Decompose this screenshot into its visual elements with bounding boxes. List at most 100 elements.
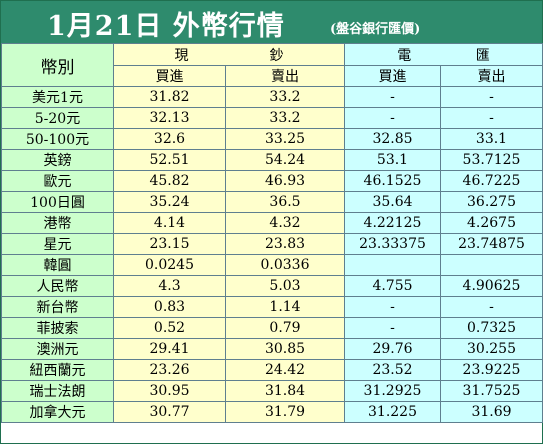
cash-buy-cell: 23.26	[113, 359, 226, 381]
table-row: 星元 23.15 23.83 23.33375 23.74875	[1, 233, 543, 255]
wire-sell-cell: 0.7325	[440, 317, 543, 339]
wire-buy-cell: 23.33375	[344, 233, 441, 255]
currency-name-cell: 加拿大元	[1, 401, 114, 423]
table-row: 100日圓 35.24 36.5 35.64 36.275	[1, 191, 543, 213]
currency-name-cell: 瑞士法朗	[1, 380, 114, 402]
table-row: 韓圓 0.0245 0.0336	[1, 254, 543, 276]
cash-group-char-1: 現	[174, 47, 189, 64]
table-row: 新台幣 0.83 1.14- -	[1, 296, 543, 318]
cash-sell-cell: 36.5	[225, 191, 345, 213]
wire-group-char-2: 匯	[475, 47, 490, 64]
cash-buy-cell: 30.95	[113, 380, 226, 402]
cash-buy-cell: 30.77	[113, 401, 226, 423]
table-row: 5-20元 32.13 33.2- -	[1, 107, 543, 129]
wire-sell-header: 賣出	[440, 65, 543, 87]
wire-buy-cell: 31.2925	[344, 380, 441, 402]
currency-name-cell: 港幣	[1, 212, 114, 234]
currency-name-cell: 5-20元	[1, 107, 114, 129]
wire-buy-cell: 53.1	[344, 149, 441, 171]
wire-buy-cell: 23.52	[344, 359, 441, 381]
wire-buy-cell: 4.22125	[344, 212, 441, 234]
table-row: 澳洲元 29.41 30.85 29.76 30.255	[1, 338, 543, 360]
wire-sell-cell: 23.9225	[440, 359, 543, 381]
cash-sell-cell: 0.79	[225, 317, 345, 339]
currency-name-cell: 英鎊	[1, 149, 114, 171]
wire-sell-cell: -	[440, 296, 543, 318]
cash-sell-cell: 5.03	[225, 275, 345, 297]
wire-buy-cell: 32.85	[344, 128, 441, 150]
cash-sell-cell: 23.83	[225, 233, 345, 255]
cash-buy-cell: 29.41	[113, 338, 226, 360]
wire-group-header: 電 匯	[344, 43, 543, 66]
currency-column-header: 幣別	[1, 43, 114, 87]
cash-sell-cell: 0.0336	[225, 254, 345, 276]
wire-buy-cell: 4.755	[344, 275, 441, 297]
page-title: 1月21日 外幣行情	[47, 11, 285, 42]
table-row: 美元1元 31.82 33.2- -	[1, 86, 543, 108]
wire-sell-cell: 31.69	[440, 401, 543, 423]
wire-sell-cell: 4.90625	[440, 275, 543, 297]
cash-buy-cell: 4.14	[113, 212, 226, 234]
cash-sell-cell: 4.32	[225, 212, 345, 234]
cash-sell-cell: 24.42	[225, 359, 345, 381]
cash-buy-cell: 35.24	[113, 191, 226, 213]
cash-buy-cell: 0.52	[113, 317, 226, 339]
wire-buy-cell: -	[344, 86, 441, 108]
cash-buy-cell: 31.82	[113, 86, 226, 108]
cash-buy-cell: 32.6	[113, 128, 226, 150]
currency-name-cell: 星元	[1, 233, 114, 255]
currency-name-cell: 澳洲元	[1, 338, 114, 360]
cash-sell-cell: 46.93	[225, 170, 345, 192]
table-row: 紐西蘭元 23.26 24.42 23.52 23.9225	[1, 359, 543, 381]
wire-sell-cell: 30.255	[440, 338, 543, 360]
table-row: 菲披索 0.52 0.79-0.7325	[1, 317, 543, 339]
wire-buy-cell: 31.225	[344, 401, 441, 423]
cash-group-char-2: 鈔	[269, 47, 284, 64]
table-row: 瑞士法朗 30.95 31.84 31.2925 31.7525	[1, 380, 543, 402]
wire-buy-cell: -	[344, 107, 441, 129]
title-bar: 1月21日 外幣行情 (盤谷銀行匯價)	[1, 1, 542, 43]
wire-buy-header: 買進	[344, 65, 441, 87]
wire-sell-cell: 4.2675	[440, 212, 543, 234]
currency-name-cell: 美元1元	[1, 86, 114, 108]
cash-sell-cell: 31.84	[225, 380, 345, 402]
wire-sell-cell: 23.74875	[440, 233, 543, 255]
wire-buy-cell: 46.1525	[344, 170, 441, 192]
wire-sell-cell: 31.7525	[440, 380, 543, 402]
bank-source-label: (盤谷銀行匯價)	[330, 22, 421, 37]
wire-buy-cell	[344, 254, 441, 276]
cash-sell-cell: 1.14	[225, 296, 345, 318]
table-row: 歐元 45.82 46.93 46.1525 46.7225	[1, 170, 543, 192]
currency-name-cell: 人民幣	[1, 275, 114, 297]
cash-buy-cell: 0.83	[113, 296, 226, 318]
cash-sell-header: 賣出	[225, 65, 345, 87]
cash-sell-cell: 33.2	[225, 86, 345, 108]
wire-buy-cell: -	[344, 317, 441, 339]
cash-buy-cell: 0.0245	[113, 254, 226, 276]
cash-group-header: 現 鈔	[113, 43, 345, 66]
wire-buy-cell: 29.76	[344, 338, 441, 360]
currency-name-cell: 紐西蘭元	[1, 359, 114, 381]
table-row: 加拿大元 30.77 31.79 31.225 31.69	[1, 401, 543, 423]
cash-sell-cell: 33.25	[225, 128, 345, 150]
wire-group-char-1: 電	[397, 47, 412, 64]
cash-buy-cell: 23.15	[113, 233, 226, 255]
rate-rows: 美元1元 31.82 33.2- -5-20元 32.13 33.2- -50-100元 32…	[1, 86, 543, 423]
wire-sell-cell: -	[440, 107, 543, 129]
cash-buy-cell: 52.51	[113, 149, 226, 171]
currency-name-cell: 菲披索	[1, 317, 114, 339]
wire-buy-cell: -	[344, 296, 441, 318]
table-row: 港幣 4.14 4.32 4.22125 4.2675	[1, 212, 543, 234]
cash-buy-header: 買進	[113, 65, 226, 87]
cash-buy-cell: 4.3	[113, 275, 226, 297]
cash-sell-cell: 33.2	[225, 107, 345, 129]
table-row: 人民幣 4.3 5.03 4.755 4.90625	[1, 275, 543, 297]
currency-name-cell: 韓圓	[1, 254, 114, 276]
cash-sell-cell: 31.79	[225, 401, 345, 423]
wire-sell-cell: 46.7225	[440, 170, 543, 192]
cash-buy-cell: 45.82	[113, 170, 226, 192]
wire-sell-cell	[440, 254, 543, 276]
wire-sell-cell: -	[440, 86, 543, 108]
wire-sell-cell: 53.7125	[440, 149, 543, 171]
table-row: 英鎊 52.51 54.24 53.1 53.7125	[1, 149, 543, 171]
